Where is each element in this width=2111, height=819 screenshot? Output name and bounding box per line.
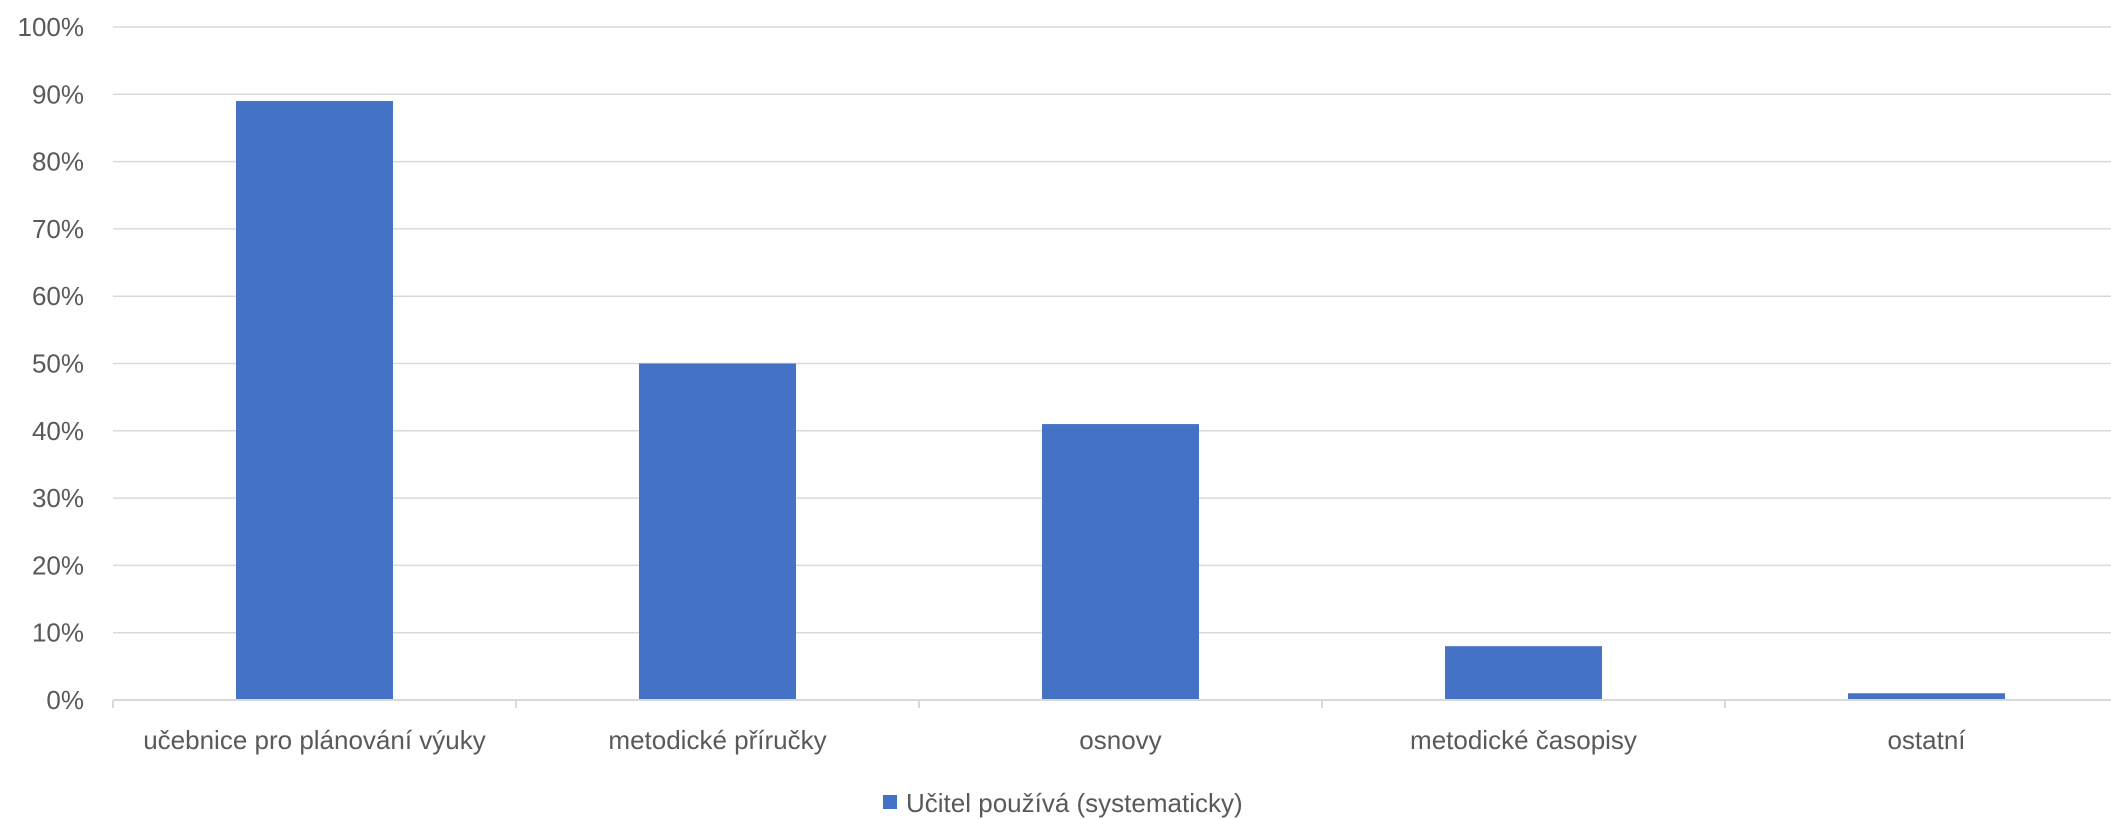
bar	[1848, 693, 2005, 700]
bar	[1042, 424, 1199, 700]
legend: Učitel používá (systematicky)	[883, 788, 1243, 818]
y-tick-label: 60%	[32, 281, 84, 311]
y-tick-label: 90%	[32, 79, 84, 109]
y-tick-label: 10%	[32, 618, 84, 648]
bar	[1445, 646, 1602, 700]
legend-label: Učitel používá (systematicky)	[906, 788, 1243, 818]
y-tick-label: 40%	[32, 416, 84, 446]
bar	[639, 363, 796, 700]
x-tick-label: ostatní	[1887, 725, 1966, 755]
y-tick-label: 30%	[32, 483, 84, 513]
y-tick-label: 0%	[46, 685, 84, 715]
y-tick-label: 70%	[32, 214, 84, 244]
bar	[236, 101, 393, 700]
grid-layer	[113, 26, 2111, 634]
x-tick-label: metodické příručky	[608, 725, 826, 755]
y-tick-label: 80%	[32, 147, 84, 177]
bars-layer	[236, 101, 2005, 700]
axis-layer: 0% 10% 20% 30% 40% 50% 60% 70% 80% 90% 100% učebnic…	[18, 12, 2111, 755]
x-tick-label: metodické časopisy	[1410, 725, 1637, 755]
legend-swatch	[883, 795, 897, 809]
y-tick-label: 50%	[32, 349, 84, 379]
x-tick-label: učebnice pro plánování výuky	[143, 725, 486, 755]
x-tick-label: osnovy	[1079, 725, 1161, 755]
y-tick-label: 100%	[18, 12, 85, 42]
y-tick-label: 20%	[32, 550, 84, 580]
